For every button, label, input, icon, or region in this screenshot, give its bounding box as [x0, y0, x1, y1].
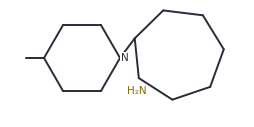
Text: H₂N: H₂N: [127, 86, 147, 96]
Text: N: N: [121, 53, 129, 63]
